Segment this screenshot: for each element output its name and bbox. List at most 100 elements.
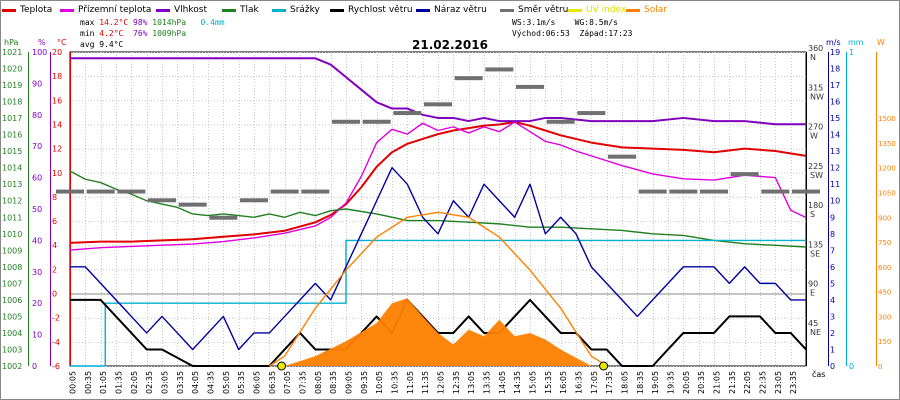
wind-direction-mark <box>669 189 698 194</box>
x-tick-label: 13:35 <box>482 371 491 394</box>
wind-direction-mark <box>240 198 268 203</box>
x-tick-label: 01:35 <box>114 371 123 394</box>
temperature-tick-label: 18 <box>52 72 62 81</box>
wind-direction-mark <box>117 189 146 194</box>
wind-direction-mark <box>209 215 238 220</box>
wind-tick-label: 14 <box>830 131 840 140</box>
wind-tick-label: 12 <box>830 164 840 173</box>
x-tick-label: 19:05 <box>651 371 660 394</box>
solar-tick-label: 300 <box>878 313 891 321</box>
x-tick-label: 20:35 <box>697 371 706 394</box>
x-tick-label: 18:35 <box>636 371 645 394</box>
unit-pct: % <box>38 38 46 47</box>
legend-swatch <box>272 8 286 12</box>
pressure-tick-label: 1017 <box>2 114 22 123</box>
legend-swatch <box>2 8 16 12</box>
temperature-tick-label: 20 <box>52 48 62 57</box>
x-tick-label: 23:05 <box>774 371 783 394</box>
legend-swatch <box>222 8 236 12</box>
pressure-tick-label: 1003 <box>2 345 22 354</box>
unit-cas: čas <box>812 370 826 379</box>
pressure-tick-label: 1005 <box>2 312 22 321</box>
legend-item: Rychlost větru <box>330 5 413 15</box>
wind-direction-mark <box>700 189 728 194</box>
legend-swatch <box>500 8 514 12</box>
solar-tick-label: 1350 <box>878 140 896 148</box>
wind-direction-mark <box>608 154 636 159</box>
wind-direction-mark <box>362 119 391 124</box>
rain-tick-label: 0 <box>849 362 854 371</box>
wind-direction-mark <box>148 198 176 203</box>
x-tick-label: 17:05 <box>590 371 599 394</box>
pressure-tick-label: 1016 <box>2 131 22 140</box>
solar-tick-label: 750 <box>878 239 891 247</box>
solar-tick-label: 450 <box>878 289 891 297</box>
pressure-tick-label: 1006 <box>2 296 22 305</box>
x-tick-label: 02:35 <box>145 371 154 394</box>
wind-direction-mark <box>761 189 790 194</box>
pressure-tick-label: 1013 <box>2 180 22 189</box>
x-tick-label: 10:35 <box>390 371 399 394</box>
temperature-tick-label: 0 <box>52 290 57 299</box>
x-tick-label: 18:05 <box>620 371 629 394</box>
legend-label: Rychlost větru <box>348 5 413 15</box>
x-tick-label: 21:05 <box>712 371 721 394</box>
temperature-tick-label: 4 <box>52 241 57 250</box>
wind-tick-label: 18 <box>830 65 840 74</box>
legend-label: Tlak <box>240 5 259 15</box>
x-tick-label: 16:35 <box>574 371 583 394</box>
x-tick-label: 06:35 <box>268 371 277 394</box>
pressure-tick-label: 1007 <box>2 279 22 288</box>
x-tick-label: 21:35 <box>728 371 737 394</box>
solar-tick-label: 150 <box>878 338 891 346</box>
x-tick-label: 22:05 <box>743 371 752 394</box>
wind-tick-label: 7 <box>830 246 835 255</box>
x-tick-label: 14:05 <box>498 371 507 394</box>
series-line-teplota <box>69 121 807 244</box>
x-tick-label: 04:05 <box>191 371 200 394</box>
direction-tick-label: 45 <box>808 319 818 328</box>
humidity-tick-label: 20 <box>32 299 42 308</box>
wind-direction-mark <box>56 189 84 194</box>
rain-tick-label: 1 <box>849 48 854 57</box>
wind-tick-label: 13 <box>830 147 840 156</box>
x-tick-label: 10:05 <box>375 371 384 394</box>
humidity-tick-label: 40 <box>32 236 42 245</box>
direction-tick-dir: W <box>810 132 818 141</box>
legend-item: Tlak <box>222 5 259 15</box>
series-line-vlhkost <box>70 57 806 126</box>
humidity-tick-label: 10 <box>32 331 42 340</box>
legend-label: Srážky <box>290 5 320 15</box>
wind-tick-label: 6 <box>830 263 835 272</box>
temperature-tick-label: 10 <box>52 169 62 178</box>
wind-tick-label: 10 <box>830 197 840 206</box>
series-line-sr-ky <box>70 239 806 367</box>
direction-tick-dir: E <box>810 289 815 298</box>
wind-tick-label: 1 <box>830 345 835 354</box>
unit-w: W <box>877 38 885 47</box>
direction-tick-label: 315 <box>808 83 823 92</box>
pressure-tick-label: 1009 <box>2 246 22 255</box>
pressure-tick-label: 1018 <box>2 98 22 107</box>
direction-tick-dir: NW <box>810 92 824 101</box>
x-tick-label: 05:05 <box>222 371 231 394</box>
x-tick-label: 09:35 <box>360 371 369 394</box>
x-tick-label: 07:05 <box>283 371 292 394</box>
pressure-tick-label: 1020 <box>2 65 22 74</box>
x-tick-label: 05:35 <box>237 371 246 394</box>
unit-degc: °C <box>57 38 67 47</box>
solar-tick-label: 600 <box>878 264 891 272</box>
series-line-p-zemn-teplota <box>69 121 807 251</box>
series-line-rychlost-v-tru <box>70 298 807 367</box>
humidity-tick-label: 80 <box>32 111 42 120</box>
x-tick-label: 15:05 <box>528 371 537 394</box>
pressure-tick-label: 1019 <box>2 81 22 90</box>
legend-item: Solar <box>626 5 667 15</box>
wind-info-row2: Východ:06:53 Západ:17:23 <box>512 29 633 38</box>
humidity-tick-label: 90 <box>32 79 42 88</box>
humidity-tick-label: 50 <box>32 205 42 214</box>
solar-tick-label: 1500 <box>878 115 896 123</box>
wind-direction-mark <box>301 189 330 194</box>
wind-tick-label: 9 <box>830 213 835 222</box>
humidity-tick-label: 70 <box>32 142 42 151</box>
